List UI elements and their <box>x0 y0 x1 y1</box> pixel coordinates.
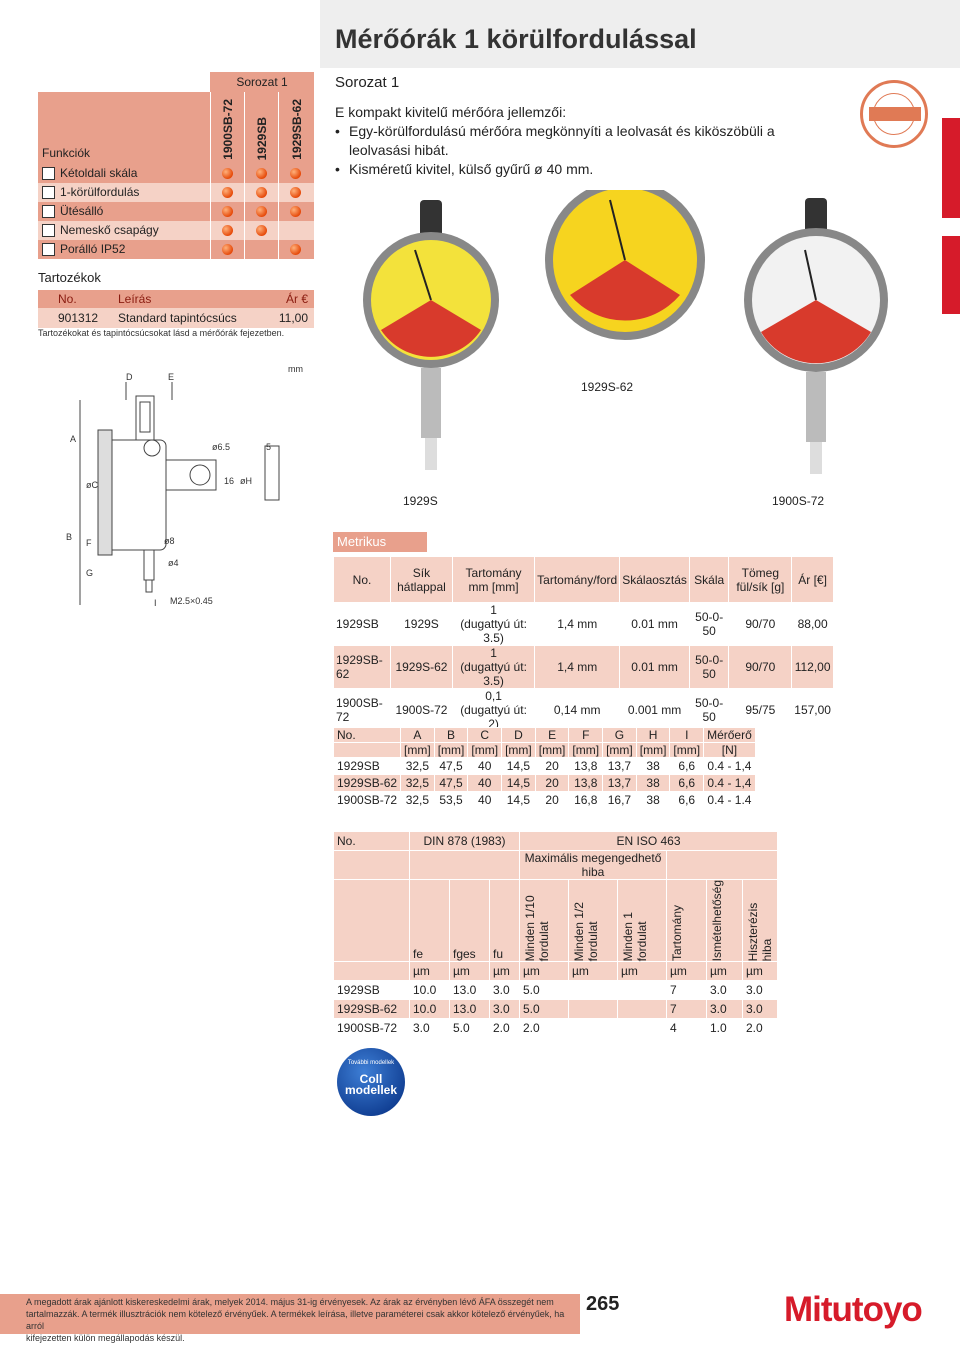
dim-label: D <box>126 372 133 382</box>
function-row: Nemeskő csapágy <box>38 221 314 240</box>
col-header: Tartomány mm [mm] <box>451 556 536 603</box>
dim-label: A <box>70 434 76 444</box>
metric-table: No. Sík hátlappal Tartomány mm [mm] Tart… <box>333 556 834 732</box>
column-header: 1929SB-62 <box>278 92 314 164</box>
page-title: Mérőórák 1 körülfordulással <box>335 24 697 54</box>
dim-label: E <box>168 372 174 382</box>
feature-dot <box>256 206 267 217</box>
functions-header: Funkciók <box>38 92 210 164</box>
series-header: Sorozat 1 <box>210 72 314 92</box>
dim-label: øC <box>86 480 98 490</box>
dim-label: ø4 <box>168 558 179 568</box>
col-header: Tartomány/ford <box>534 556 621 603</box>
table-row: 1929SB 32,5 47,5 40 14,5 20 13,8 13,7 38 6,6 0.4 -… <box>332 757 756 775</box>
dim-label: I <box>154 598 157 608</box>
table-row: 901312 Standard tapintócsúcs 11,00 <box>38 308 314 328</box>
error-table: No. DIN 878 (1983) EN ISO 463 Maximális … <box>333 831 778 1039</box>
series-title: Sorozat 1 <box>335 74 400 91</box>
table-row: 1900SB-72 3.0 5.0 2.0 2.0 4 1.0 2.0 <box>333 1018 778 1039</box>
dim-label: øH <box>240 476 252 486</box>
jewel-icon <box>42 224 55 237</box>
function-row: Ütésálló <box>38 202 314 221</box>
table-row: 1929SB 10.0 13.0 3.0 5.0 7 3.0 3.0 <box>333 980 778 1001</box>
column-header: 1900SB-72 <box>210 92 244 164</box>
dim-label: F <box>86 538 92 548</box>
coll-models-badge[interactable]: További modellek Coll modellek <box>337 1048 405 1116</box>
table-row: No. A B C D E F G H I Mérőerő <box>332 727 756 743</box>
feature-dot <box>290 244 301 255</box>
col-header: Maximális megengedhető hiba <box>519 850 667 880</box>
function-label: Nemeskő csapágy <box>60 223 159 237</box>
shockproof-icon <box>42 205 55 218</box>
dim-label: 5 <box>266 442 271 452</box>
function-row: Kétoldali skála <box>38 164 314 183</box>
side-tab <box>942 236 960 314</box>
technical-drawing: D E mm A øC ø6.5 16 øH 5 B F G ø8 ø4 M2.… <box>66 364 303 608</box>
function-label: Ütésálló <box>60 204 104 218</box>
feature-dot <box>290 206 301 217</box>
function-label: 1-körülfordulás <box>60 185 140 199</box>
feature-dot <box>290 168 301 179</box>
gauge-1929S-62 <box>545 190 705 340</box>
accessories-note: Tartozékokat és tapintócsúcsokat lásd a … <box>38 328 285 338</box>
dial-icon <box>42 167 55 180</box>
function-row: 1-körülfordulás <box>38 183 314 202</box>
feature-dot <box>256 225 267 236</box>
feature-dot <box>290 187 301 198</box>
intro-text: E kompakt kivitelű mérőóra jellemzői: Eg… <box>335 103 835 179</box>
gauge-1929S <box>363 200 499 470</box>
col-header: Skálaosztás <box>619 556 690 603</box>
title-band <box>320 0 960 68</box>
feature-dot <box>222 187 233 198</box>
dim-label: 16 <box>224 476 234 486</box>
feature-dot <box>256 187 267 198</box>
table-row: 1900SB-72 1900S-72 0,1 (dugattyú út: 2) 0,… <box>333 688 834 732</box>
column-header: 1929SB <box>244 92 278 164</box>
col-header: Tömeg fül/sík [g] <box>728 556 793 603</box>
feature-dot <box>222 206 233 217</box>
table-row: 1929SB-62 1929S-62 1 (dugattyú út: 3.5) 1,… <box>333 645 834 689</box>
side-tab <box>942 118 960 218</box>
page-number: 265 <box>586 1293 620 1315</box>
feature-dot <box>256 168 267 179</box>
table-row: 1929SB 1929S 1 (dugattyú út: 3.5) 1,4 mm 0.… <box>333 602 834 646</box>
gauge-label: 1900S-72 <box>772 494 825 508</box>
gauges-illustration <box>363 190 888 474</box>
accessories-table: No. Leírás Ár € 901312 Standard tapintócsúc… <box>38 290 314 328</box>
function-row: Porálló IP52 <box>38 240 314 259</box>
dim-label: G <box>86 568 93 578</box>
table-row: 1900SB-72 32,5 53,5 40 14,5 20 16,8 16,7 38 6,6 0.… <box>332 791 756 809</box>
col-header: DIN 878 (1983) <box>409 831 520 851</box>
gauge-1900S-72 <box>744 198 888 474</box>
feature-dot <box>222 225 233 236</box>
col-header: EN ISO 463 <box>519 831 778 851</box>
col-header: No. <box>333 556 391 603</box>
dustproof-icon <box>42 243 55 256</box>
one-turn-icon <box>42 186 55 199</box>
function-label: Kétoldali skála <box>60 166 138 180</box>
gauge-label: 1929S <box>403 494 438 508</box>
col-header: No. <box>333 831 410 851</box>
dim-label: M2.5×0.45 <box>170 596 213 606</box>
col-header: Ár [€] <box>791 556 834 603</box>
table-row: [mm] [mm] [mm] [mm] [mm] [mm] [mm] [mm] [mm] [N] <box>332 742 756 758</box>
function-label: Porálló IP52 <box>60 242 126 256</box>
unit-label: mm <box>288 364 303 374</box>
footnote: A megadott árak ajánlott kiskereskedelmi… <box>0 1294 580 1343</box>
col-header: Sík hátlappal <box>390 556 453 603</box>
metric-header: Metrikus <box>333 532 427 552</box>
col-header: Skála <box>688 556 730 603</box>
dim-label: ø6.5 <box>212 442 230 452</box>
feature-dot <box>222 168 233 179</box>
table-row: 1929SB-62 32,5 47,5 40 14,5 20 13,8 13,7 38 6,6 0.… <box>332 774 756 792</box>
certificate-seal-icon <box>860 80 928 148</box>
feature-dot <box>222 244 233 255</box>
dim-label: ø8 <box>164 536 175 546</box>
accessories-title: Tartozékok <box>38 270 101 285</box>
brand-logo: Mitutoyo <box>784 1290 923 1329</box>
gauge-label: 1929S-62 <box>581 380 634 394</box>
dimensions-table: No. A B C D E F G H I Mérőerő [mm] [mm] [mm] [mm] [mm][… <box>332 727 756 809</box>
table-row: 1929SB-62 10.0 13.0 3.0 5.0 7 3.0 3.0 <box>333 999 778 1020</box>
dim-label: B <box>66 532 72 542</box>
